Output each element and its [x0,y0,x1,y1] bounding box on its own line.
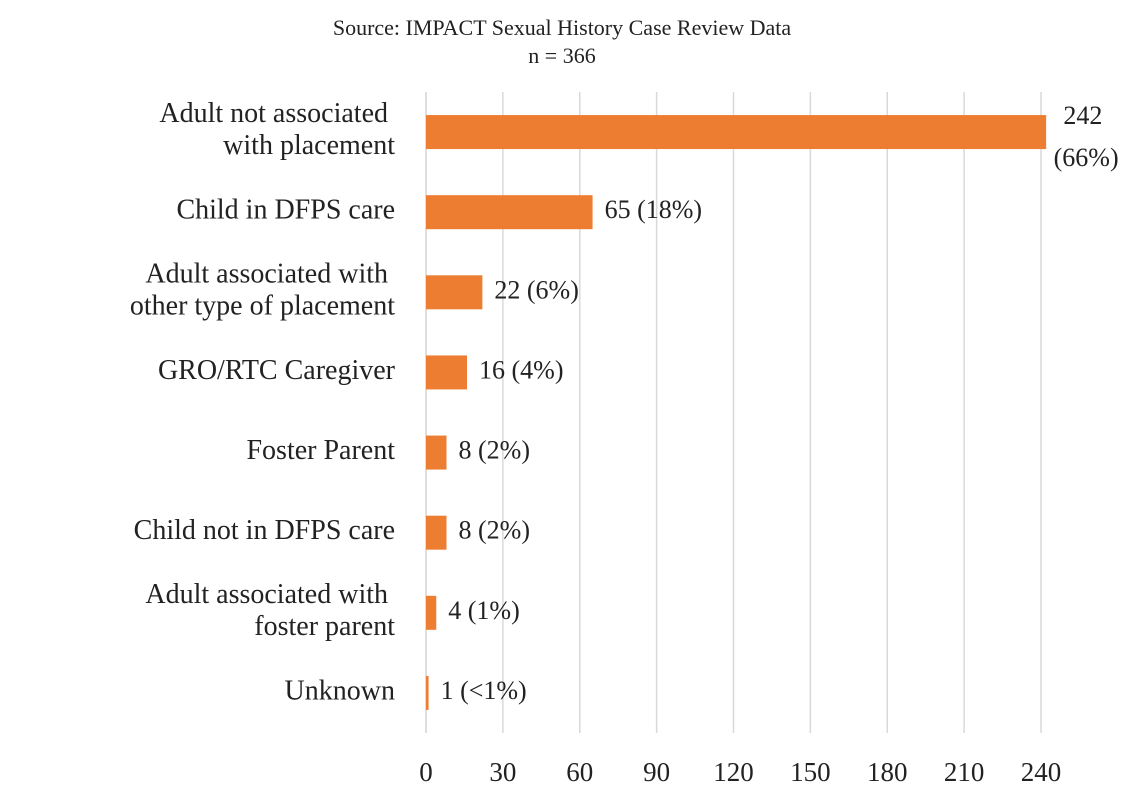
bar [426,675,429,710]
category-label: GRO/RTC Caregiver [158,355,396,386]
bar [426,435,447,470]
bar [426,355,467,390]
x-tick-label: 150 [790,757,831,787]
bar [426,195,593,230]
data-label: 1 (<1%) [441,676,527,705]
data-label: 22 (6%) [494,275,578,304]
data-label: 242 (66%) [1054,101,1119,172]
category-label: Child not in DFPS care [134,515,395,546]
x-tick-label: 120 [713,757,754,787]
bar [426,115,1047,150]
chart-subtitle: n = 366 [528,43,595,68]
bar [426,595,437,630]
data-label: 8 (2%) [459,516,530,545]
category-label: Adult associated with other type of plac… [130,259,395,322]
x-tick-label: 30 [489,757,516,787]
data-label: 8 (2%) [459,436,530,465]
data-label: 65 (18%) [605,195,702,224]
bar [426,515,447,550]
x-tick-label: 210 [944,757,985,787]
data-label: 4 (1%) [448,596,519,625]
category-label: Adult associated with foster parent [145,579,395,642]
x-tick-label: 0 [419,757,433,787]
x-tick-label: 90 [643,757,670,787]
bar [426,275,483,310]
x-tick-label: 240 [1021,757,1062,787]
category-label: Foster Parent [246,435,395,466]
category-label: Adult not associated with placement [159,98,395,161]
x-tick-label: 180 [867,757,908,787]
category-label: Unknown [285,675,395,706]
data-label: 16 (4%) [479,355,563,384]
x-tick-label: 60 [566,757,593,787]
chart-title: Source: IMPACT Sexual History Case Revie… [333,15,792,40]
category-label: Child in DFPS care [176,195,395,226]
